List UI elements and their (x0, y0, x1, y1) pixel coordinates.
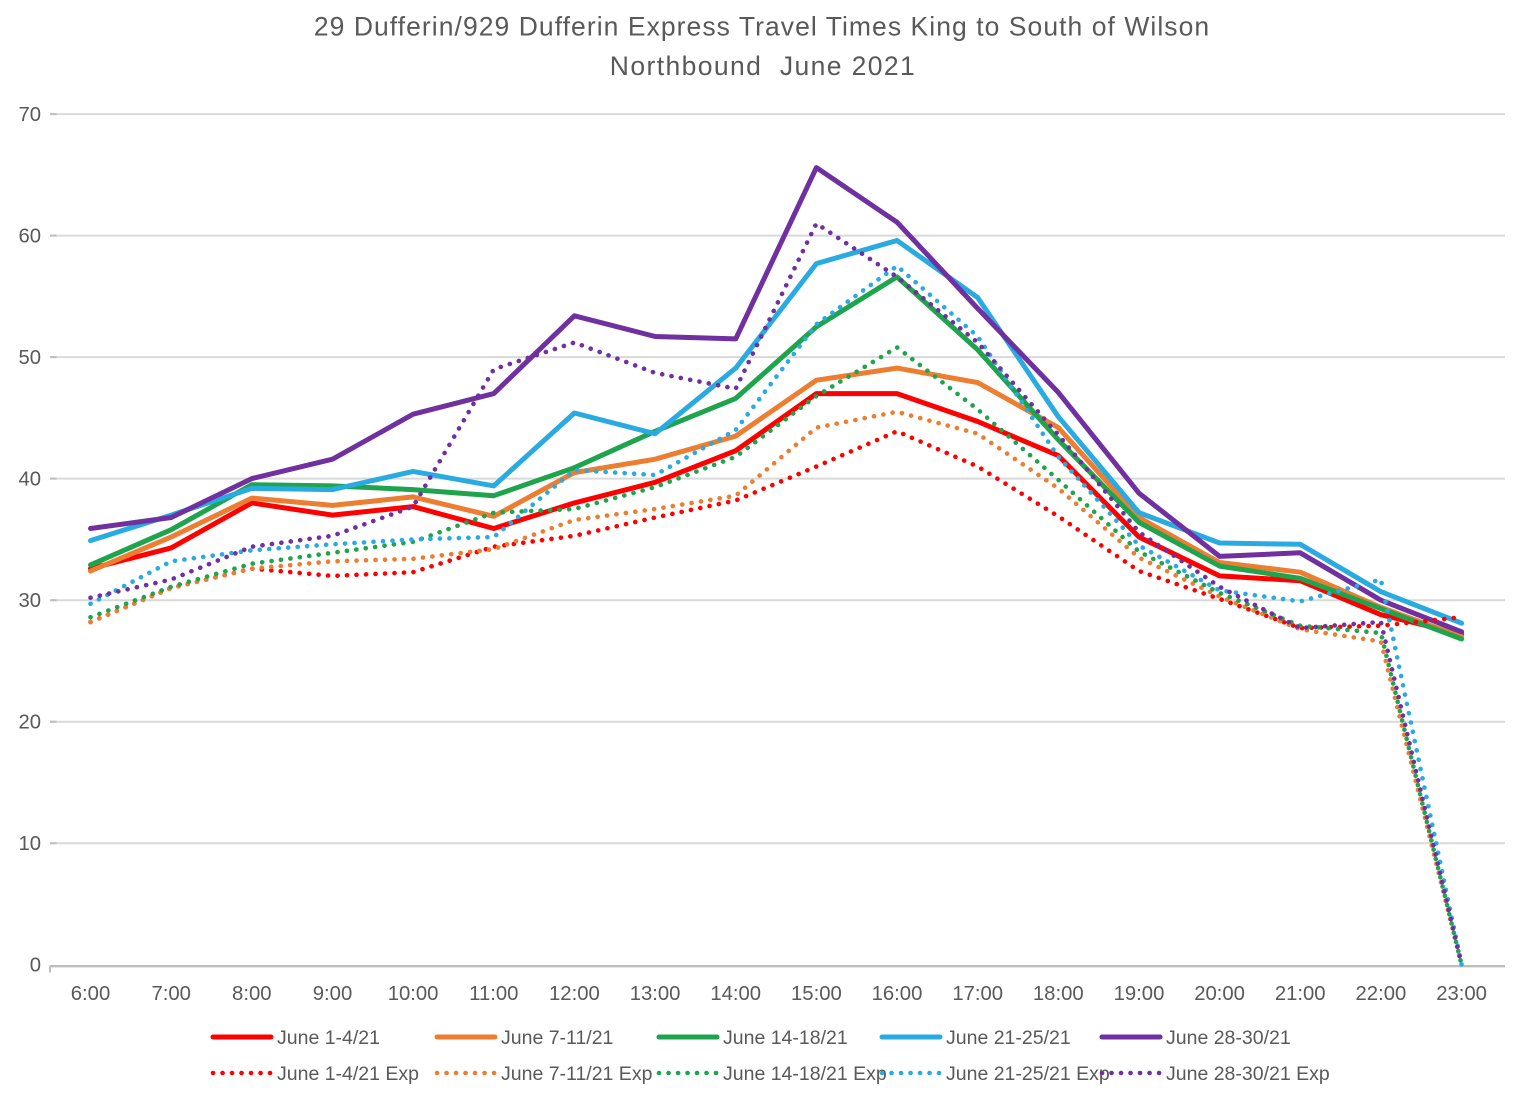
svg-text:6:00: 6:00 (71, 983, 110, 1005)
svg-text:8:00: 8:00 (232, 983, 271, 1005)
svg-text:16:00: 16:00 (872, 983, 923, 1005)
svg-text:June 7-11/21 Exp: June 7-11/21 Exp (501, 1063, 653, 1085)
svg-text:June 28-30/21: June 28-30/21 (1166, 1027, 1291, 1049)
svg-text:Northbound June 2021: Northbound June 2021 (610, 51, 916, 81)
svg-text:June 14-18/21: June 14-18/21 (723, 1027, 848, 1049)
svg-text:29 Dufferin/929 Dufferin Expre: 29 Dufferin/929 Dufferin Express Travel … (314, 12, 1210, 42)
svg-text:June 7-11/21: June 7-11/21 (501, 1027, 613, 1049)
svg-text:9:00: 9:00 (313, 983, 352, 1005)
svg-text:0: 0 (30, 955, 41, 977)
svg-text:21:00: 21:00 (1275, 983, 1326, 1005)
svg-text:19:00: 19:00 (1114, 983, 1165, 1005)
svg-text:20: 20 (18, 712, 41, 734)
svg-text:60: 60 (18, 226, 41, 248)
svg-text:70: 70 (18, 104, 41, 126)
svg-text:40: 40 (18, 469, 41, 491)
svg-text:June 1-4/21 Exp: June 1-4/21 Exp (277, 1063, 419, 1085)
svg-text:11:00: 11:00 (469, 983, 518, 1005)
svg-text:30: 30 (18, 590, 41, 612)
svg-text:18:00: 18:00 (1033, 983, 1084, 1005)
svg-text:15:00: 15:00 (791, 983, 842, 1005)
svg-text:June 21-25/21: June 21-25/21 (946, 1027, 1071, 1049)
svg-text:10:00: 10:00 (388, 983, 439, 1005)
svg-text:17:00: 17:00 (952, 983, 1003, 1005)
svg-text:23:00: 23:00 (1436, 983, 1487, 1005)
svg-text:7:00: 7:00 (151, 983, 190, 1005)
svg-text:June 21-25/21 Exp: June 21-25/21 Exp (946, 1063, 1110, 1085)
svg-text:June 1-4/21: June 1-4/21 (277, 1027, 380, 1049)
svg-text:20:00: 20:00 (1194, 983, 1245, 1005)
svg-text:June 14-18/21 Exp: June 14-18/21 Exp (723, 1063, 887, 1085)
svg-text:22:00: 22:00 (1356, 983, 1407, 1005)
svg-text:13:00: 13:00 (630, 983, 681, 1005)
svg-text:10: 10 (18, 833, 41, 855)
svg-text:12:00: 12:00 (549, 983, 600, 1005)
svg-text:50: 50 (18, 347, 41, 369)
svg-text:14:00: 14:00 (710, 983, 761, 1005)
svg-text:June 28-30/21 Exp: June 28-30/21 Exp (1166, 1063, 1330, 1085)
